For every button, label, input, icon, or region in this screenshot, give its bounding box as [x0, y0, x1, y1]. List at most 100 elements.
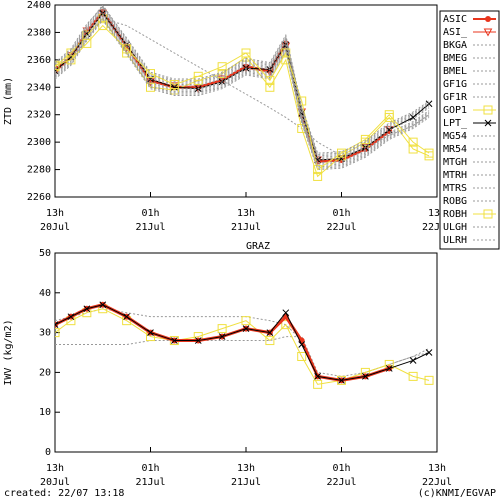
- legend-label: ROBH: [443, 209, 467, 220]
- marker: [122, 44, 132, 54]
- marker: [360, 134, 370, 144]
- x-tick-label: 13h 21Jul: [231, 463, 261, 488]
- y-tick-label: 2320: [27, 110, 51, 121]
- series-line: [55, 17, 430, 169]
- legend-label: BMEL: [443, 66, 467, 77]
- marker: [385, 365, 393, 372]
- series-line: [55, 9, 391, 163]
- marker: [218, 333, 226, 340]
- marker: [147, 329, 154, 336]
- legend-label: GOP1: [443, 105, 467, 116]
- series-line: [55, 12, 430, 164]
- marker: [265, 75, 275, 85]
- marker: [171, 83, 178, 91]
- marker: [123, 313, 130, 321]
- marker: [281, 48, 291, 58]
- series-line: [55, 12, 390, 161]
- y-tick-label: 2360: [27, 55, 51, 66]
- legend-label: MR54: [443, 144, 467, 155]
- marker: [82, 38, 92, 48]
- marker: [424, 148, 434, 158]
- y-axis-label: ZTD (mm): [3, 77, 14, 125]
- marker: [146, 69, 155, 79]
- y-tick-label: 10: [39, 407, 51, 418]
- y-tick-label: 0: [45, 447, 51, 458]
- marker: [424, 375, 434, 385]
- marker: [408, 137, 418, 147]
- x-tick-label: 13h 20Jul: [40, 208, 70, 233]
- marker: [266, 329, 274, 336]
- marker: [338, 377, 345, 384]
- marker: [485, 16, 491, 22]
- marker: [217, 62, 227, 72]
- marker: [313, 171, 323, 181]
- y-tick-label: 2260: [27, 192, 51, 203]
- series-line: [55, 16, 430, 168]
- marker: [337, 148, 346, 158]
- x-tick-label: 13h 22Jul: [422, 208, 452, 233]
- legend-label: GF1R: [443, 92, 468, 103]
- marker: [169, 80, 179, 90]
- marker: [297, 123, 307, 133]
- x-tick-label: 01h 21Jul: [135, 208, 165, 233]
- plot-area: [55, 301, 434, 389]
- legend-marker: [483, 209, 493, 219]
- marker: [241, 316, 251, 326]
- y-tick-label: 2380: [27, 27, 51, 38]
- marker: [99, 301, 107, 309]
- legend-label: LPT_: [443, 118, 468, 129]
- legend-label: ULRH: [443, 235, 467, 246]
- y-tick-label: 20: [39, 367, 51, 378]
- marker: [193, 71, 203, 81]
- x-tick-label: 01h 22Jul: [326, 463, 356, 488]
- marker: [484, 119, 492, 127]
- plot-area: [55, 5, 434, 181]
- marker: [242, 325, 250, 332]
- marker: [241, 48, 251, 58]
- series-line: [55, 5, 430, 157]
- y-tick-label: 2340: [27, 82, 51, 93]
- legend-label: GF1G: [443, 79, 467, 90]
- legend-marker: [483, 105, 493, 115]
- marker: [314, 373, 321, 380]
- series-line: [55, 18, 430, 157]
- series-line: [55, 303, 390, 382]
- x-tick-label: 01h 22Jul: [326, 208, 356, 233]
- marker: [362, 373, 369, 380]
- marker: [408, 371, 418, 381]
- legend-label: MTRS: [443, 183, 467, 194]
- marker: [409, 114, 417, 121]
- plot-frame: [54, 252, 438, 453]
- series-line: [55, 15, 430, 166]
- legend-label: ROBG: [443, 196, 467, 207]
- copyright: (c)KNMI/EGVAP: [418, 488, 496, 499]
- series-line: [55, 19, 430, 171]
- y-axis-label: IWV (kg/m2): [3, 319, 14, 385]
- marker: [282, 309, 290, 317]
- x-tick-label: 13h 20Jul: [40, 463, 70, 488]
- marker: [425, 100, 433, 108]
- y-tick-label: 50: [39, 248, 51, 259]
- x-tick-label: 13h 22Jul: [422, 463, 452, 488]
- marker: [408, 144, 418, 154]
- series-line: [55, 336, 430, 377]
- marker: [55, 321, 59, 328]
- marker: [55, 328, 60, 338]
- marker: [298, 341, 306, 348]
- legend-marker: [485, 16, 491, 22]
- marker: [313, 165, 323, 175]
- marker: [483, 105, 493, 115]
- marker: [98, 21, 108, 31]
- y-tick-label: 2400: [27, 0, 51, 11]
- series-line: [55, 17, 430, 178]
- legend-marker: [483, 28, 493, 37]
- legend-label: ULGH: [443, 222, 467, 233]
- legend-label: BKGA: [443, 40, 467, 51]
- marker: [171, 337, 178, 344]
- marker: [194, 337, 202, 344]
- series-line: [55, 308, 430, 385]
- x-tick-label: 01h 21Jul: [135, 463, 165, 488]
- legend-label: MTRH: [443, 170, 467, 181]
- legend-label: MTGH: [443, 157, 467, 168]
